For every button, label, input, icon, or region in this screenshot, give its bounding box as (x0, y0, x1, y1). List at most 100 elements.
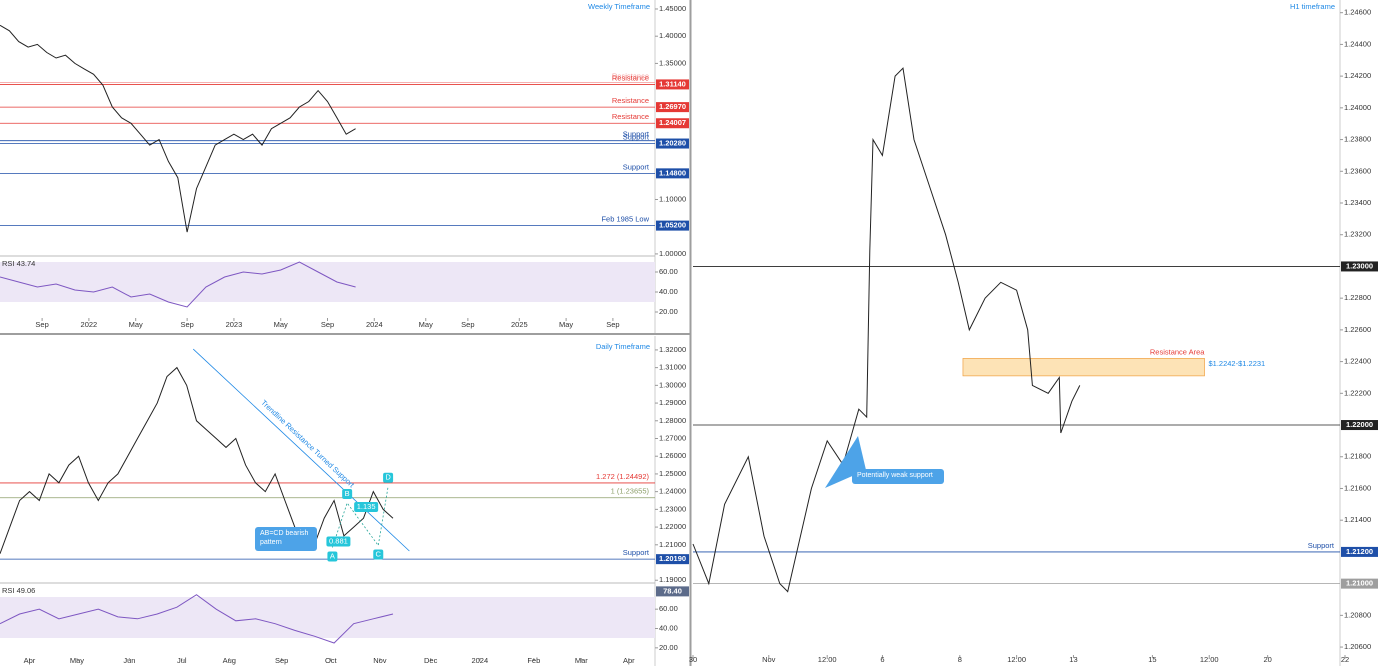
y-tick-label: 1.00000 (659, 249, 686, 258)
y-tick-label: 60.00 (659, 267, 678, 276)
y-tick-label: 1.23000 (659, 504, 686, 513)
price-badge (1341, 546, 1378, 557)
y-tick-label: 40.00 (659, 287, 678, 296)
y-tick-label: 1.40000 (659, 31, 686, 40)
pattern-point-label: D (385, 473, 391, 482)
x-tick-label: 2024 (471, 656, 488, 665)
y-tick-label: 1.22200 (1344, 388, 1371, 397)
resistance-zone (962, 358, 1205, 377)
y-tick-label: 1.24400 (1344, 39, 1371, 48)
pattern-point-label: B (345, 489, 350, 498)
chart-title: Weekly Timeframe (588, 2, 650, 11)
price-badge-label: 1.24007 (659, 118, 686, 127)
x-tick-label: 2024 (366, 320, 383, 329)
pattern-point-label: A (330, 551, 335, 560)
x-tick-label: May (129, 320, 143, 329)
callout-pointer (825, 436, 866, 488)
rsi-line (0, 594, 394, 644)
pattern-point (383, 472, 394, 483)
y-tick-label: 1.24600 (1344, 8, 1371, 17)
rsi-title: RSI 43.74 (2, 259, 35, 268)
price-badge-label: 1.20190 (659, 554, 686, 563)
y-tick-label: 1.30000 (659, 380, 686, 389)
pattern-point (373, 549, 384, 560)
y-tick-label: 1.27000 (659, 433, 686, 442)
y-tick-label: 20.00 (659, 643, 678, 652)
y-tick-label: 1.20800 (1344, 610, 1371, 619)
level-name: Resistance (612, 96, 649, 105)
x-tick-label: 12:00 (1007, 655, 1026, 664)
price-badge-label: 1.23000 (1346, 261, 1373, 270)
x-tick-label: Oct (325, 656, 338, 665)
price-badge (656, 102, 689, 113)
pattern-callout-box: AB=CD bearish pattern (255, 527, 317, 551)
x-tick-label: May (274, 320, 288, 329)
level-name: Resistance (612, 71, 649, 80)
price-badge (656, 168, 689, 179)
x-tick-label: Apr (623, 656, 635, 665)
pattern-point-label: C (376, 549, 382, 558)
y-tick-label: 1.31000 (659, 363, 686, 372)
x-tick-label: 2023 (226, 320, 243, 329)
price-line (0, 366, 394, 554)
ratio-badge (326, 536, 351, 547)
x-tick-label: Sep (35, 320, 48, 329)
y-tick-label: 20.00 (659, 307, 678, 316)
y-tick-label: 1.22600 (1344, 325, 1371, 334)
x-tick-label: 13 (1069, 655, 1077, 664)
price-badge-label: 1.20280 (659, 139, 686, 148)
y-tick-label: 1.23600 (1344, 166, 1371, 175)
y-tick-label: 1.32000 (659, 345, 686, 354)
support-callout-box: Potentially weak support (852, 469, 944, 484)
price-badge-label: 1.26970 (659, 102, 686, 111)
x-tick-label: Sep (275, 656, 288, 665)
level-name: 1.272 (1.24492) (596, 472, 649, 481)
level-name: 1 (1.23655) (611, 487, 650, 496)
pattern-line (332, 486, 389, 548)
chart-title: Daily Timeframe (596, 342, 650, 351)
price-badge (656, 79, 689, 90)
y-tick-label: 1.23400 (1344, 198, 1371, 207)
price-badge-label: 1.14800 (659, 168, 686, 177)
support-callout: Potentially weak support (852, 469, 944, 484)
y-tick-label: 1.29000 (659, 398, 686, 407)
x-tick-label: Sep (461, 320, 474, 329)
pattern-callout: AB=CD bearish pattern (255, 527, 317, 551)
x-tick-label: 2025 (511, 320, 528, 329)
x-tick-label: Aug (223, 656, 236, 665)
x-tick-label: 20 (1263, 655, 1271, 664)
price-line (692, 67, 1081, 593)
rsi-line (0, 261, 356, 308)
x-tick-label: 30 (689, 655, 697, 664)
price-badge (656, 138, 689, 149)
pattern-point (342, 488, 353, 499)
x-tick-label: 22 (1341, 655, 1349, 664)
price-badge (656, 118, 689, 129)
price-badge (1341, 420, 1378, 431)
y-tick-label: 1.21400 (1344, 515, 1371, 524)
price-badge-label: 1.31140 (659, 79, 686, 88)
y-tick-label: 40.00 (659, 623, 678, 632)
zone-range: $1.2242-$1.2231 (1208, 359, 1265, 368)
price-badge (1341, 261, 1378, 272)
zone-label: Resistance Area (1150, 347, 1205, 356)
y-tick-label: 1.24000 (1344, 103, 1371, 112)
x-tick-label: Jul (177, 656, 187, 665)
price-badge (656, 220, 689, 231)
y-tick-label: 1.23200 (1344, 230, 1371, 239)
y-tick-label: 1.28000 (659, 416, 686, 425)
x-tick-label: May (559, 320, 573, 329)
x-tick-label: Nov (373, 656, 387, 665)
x-tick-label: Dec (424, 656, 438, 665)
y-tick-label: 1.24000 (659, 487, 686, 496)
y-tick-label: 1.45000 (659, 4, 686, 13)
x-tick-label: Apr (24, 656, 36, 665)
y-tick-label: 1.20600 (1344, 642, 1371, 651)
chart-title: H1 timeframe (1290, 2, 1335, 11)
ratio-badge (354, 501, 379, 512)
pattern-point (327, 551, 338, 562)
y-tick-label: 1.21000 (659, 540, 686, 549)
trendline (192, 348, 410, 552)
y-tick-label: 1.21600 (1344, 483, 1371, 492)
y-tick-label: 1.24200 (1344, 71, 1371, 80)
